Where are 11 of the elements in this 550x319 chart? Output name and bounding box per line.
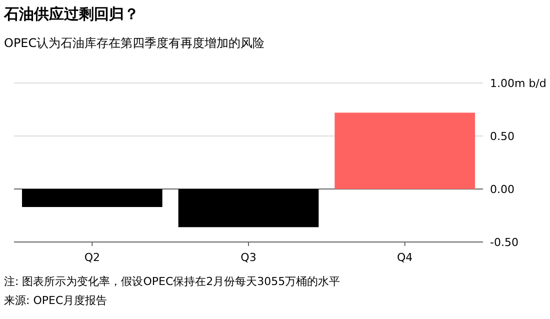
source-note: 来源: OPEC月度报告 [4,294,108,307]
y-tick-label: 1.00m b/d [490,77,546,90]
x-tick-label: Q4 [396,251,413,264]
y-tick-label: -0.50 [490,236,518,249]
chart-title: 石油供应过剩回归？ [3,5,139,23]
y-tick-label: 0.00 [490,183,514,196]
text: 注: 图表所示为变化率，假设OPEC保持在2月份每天3055万桶的水平 [4,275,340,288]
y-tick-label: 0.50 [490,130,514,143]
x-tick-label: Q3 [240,251,256,264]
x-tick-label: Q2 [84,251,100,264]
chart-subtitle: OPEC认为石油库存在第四季度有再度增加的风险 [4,36,265,50]
